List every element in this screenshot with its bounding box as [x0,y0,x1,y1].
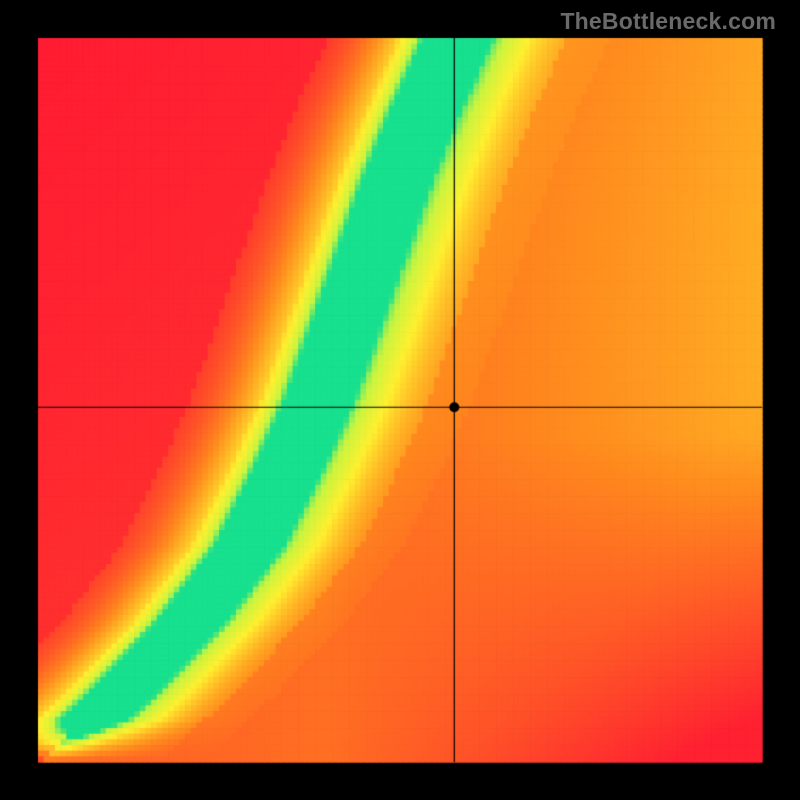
bottleneck-heatmap [0,0,800,800]
watermark-text: TheBottleneck.com [560,8,776,35]
